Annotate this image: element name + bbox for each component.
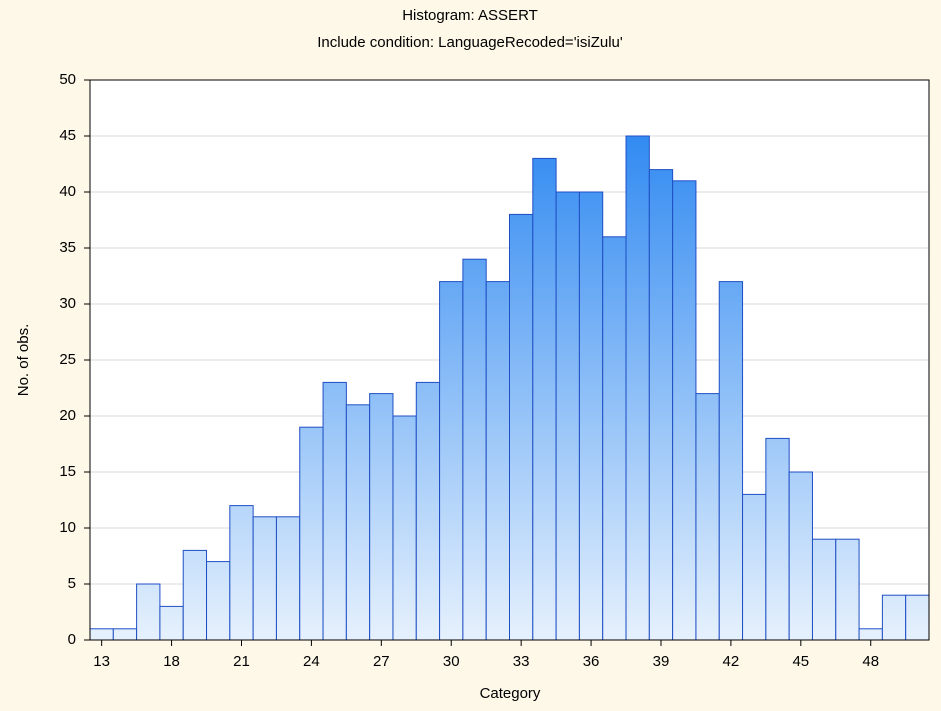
x-tick-label: 39 (653, 653, 670, 670)
chart-title: Histogram: ASSERT (402, 7, 538, 24)
x-tick-label: 30 (443, 653, 460, 670)
x-tick-label: 21 (233, 653, 250, 670)
bar (206, 561, 231, 641)
bar (625, 135, 650, 641)
bar (229, 505, 254, 641)
y-tick-label: 35 (59, 239, 76, 256)
y-tick-label: 5 (68, 575, 76, 592)
x-tick-label: 48 (862, 653, 879, 670)
y-tick-label: 10 (59, 519, 76, 536)
bar (136, 583, 161, 641)
x-tick-label: 42 (723, 653, 740, 670)
bar (485, 281, 511, 641)
bar (788, 471, 813, 641)
bar (345, 404, 371, 641)
x-axis-label: Category (480, 685, 541, 702)
bar (369, 393, 394, 641)
bar (765, 437, 790, 641)
bar (602, 236, 627, 641)
x-tick-label: 18 (163, 653, 180, 670)
bar (462, 258, 487, 641)
x-tick-label: 27 (373, 653, 390, 670)
bar (811, 538, 837, 641)
y-tick-label: 0 (68, 631, 76, 648)
bar (392, 415, 417, 641)
y-tick-label: 30 (59, 295, 76, 312)
x-tick-label: 36 (583, 653, 600, 670)
bar (182, 549, 208, 641)
bar (578, 191, 604, 641)
bar (509, 213, 534, 641)
bar (648, 169, 674, 641)
bar (112, 628, 138, 641)
bar (322, 381, 347, 641)
bar (742, 493, 767, 641)
bar (858, 628, 883, 641)
bar (252, 516, 277, 641)
bar (415, 381, 441, 641)
x-tick-label: 13 (93, 653, 110, 670)
bar (672, 180, 697, 641)
bar (299, 426, 324, 641)
bar (835, 538, 860, 641)
chart-subtitle: Include condition: LanguageRecoded='isiZ… (317, 34, 623, 51)
plot-frame (89, 79, 930, 641)
bar (555, 191, 580, 641)
bar (275, 516, 301, 641)
bar (905, 594, 930, 641)
y-tick-label: 15 (59, 463, 76, 480)
y-tick-label: 25 (59, 351, 76, 368)
x-tick-label: 24 (303, 653, 320, 670)
x-tick-label: 45 (792, 653, 809, 670)
y-axis-label: No. of obs. (15, 324, 32, 397)
bar (718, 281, 744, 641)
bar (532, 157, 557, 641)
y-tick-label: 20 (59, 407, 76, 424)
y-tick-label: 50 (59, 71, 76, 88)
bar (439, 281, 464, 641)
bar (89, 628, 114, 641)
x-tick-label: 33 (513, 653, 530, 670)
bar (159, 605, 184, 641)
bar (695, 393, 720, 641)
bar (881, 594, 907, 641)
y-tick-label: 40 (59, 183, 76, 200)
y-tick-label: 45 (59, 127, 76, 144)
